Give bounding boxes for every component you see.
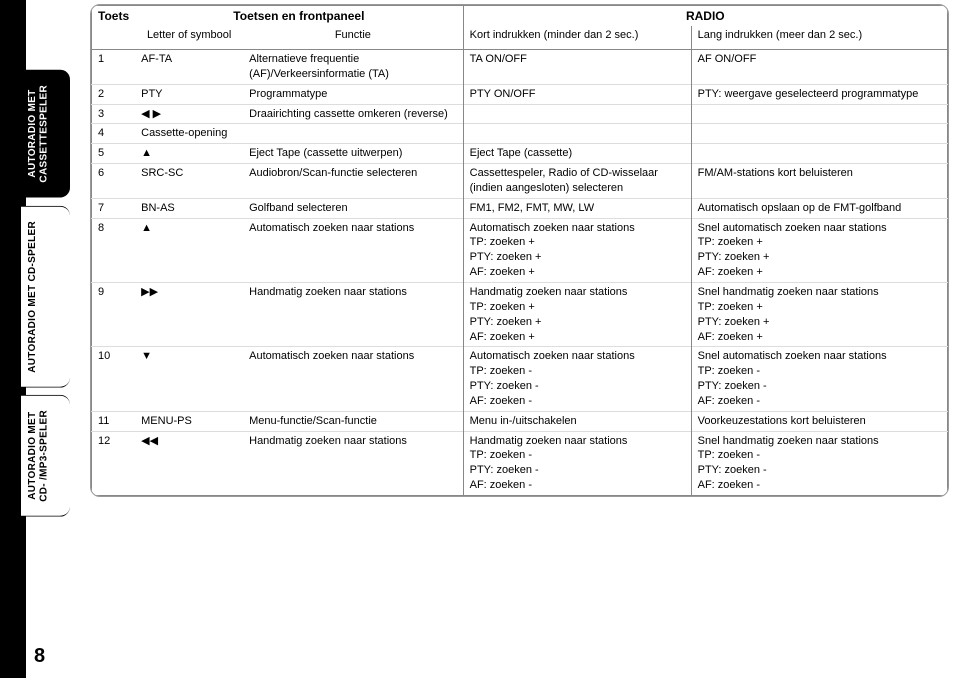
hdr-radio: RADIO	[463, 6, 947, 27]
row-symbol: ▲	[135, 144, 243, 164]
row-number: 9	[92, 283, 136, 347]
row-number: 10	[92, 347, 136, 411]
row-function: Handmatig zoeken naar stations	[243, 283, 463, 347]
row-long-press: PTY: weergave geselecteerd programmatype	[691, 84, 947, 104]
row-function	[243, 124, 463, 144]
row-symbol: PTY	[135, 84, 243, 104]
row-function: Automatisch zoeken naar stations	[243, 218, 463, 282]
row-function: Automatisch zoeken naar stations	[243, 347, 463, 411]
row-function: Draairichting cassette omkeren (reverse)	[243, 104, 463, 124]
table-row: 9▶▶Handmatig zoeken naar stationsHandmat…	[92, 283, 948, 347]
row-long-press: AF ON/OFF	[691, 50, 947, 85]
row-long-press: Snel handmatig zoeken naar stations TP: …	[691, 283, 947, 347]
row-function: Menu-functie/Scan-functie	[243, 411, 463, 431]
page: AUTORADIO MET CASSETTESPELER AUTORADIO M…	[0, 0, 959, 678]
function-table: Toets Toetsen en frontpaneel RADIO Lette…	[91, 5, 948, 496]
table-row: 7BN-ASGolfband selecterenFM1, FM2, FMT, …	[92, 198, 948, 218]
row-long-press	[691, 144, 947, 164]
side-tabs: AUTORADIO MET CASSETTESPELER AUTORADIO M…	[20, 70, 70, 517]
row-symbol: AF-TA	[135, 50, 243, 85]
table-body: 1AF-TAAlternatieve frequentie (AF)/Verke…	[92, 50, 948, 496]
row-function: Handmatig zoeken naar stations	[243, 431, 463, 495]
row-long-press: Snel automatisch zoeken naar stations TP…	[691, 347, 947, 411]
row-short-press	[463, 104, 691, 124]
row-long-press	[691, 124, 947, 144]
row-symbol: ▼	[135, 347, 243, 411]
side-tab-cd-mp3: AUTORADIO MET CD- /MP3-SPELER	[20, 395, 70, 517]
row-short-press: FM1, FM2, FMT, MW, LW	[463, 198, 691, 218]
row-long-press: FM/AM-stations kort beluisteren	[691, 164, 947, 199]
page-number: 8	[34, 645, 45, 668]
table-row: 4Cassette-opening	[92, 124, 948, 144]
row-symbol: Cassette-opening	[135, 124, 243, 144]
row-short-press: Handmatig zoeken naar stations TP: zoeke…	[463, 431, 691, 495]
row-short-press: Automatisch zoeken naar stations TP: zoe…	[463, 218, 691, 282]
row-symbol: SRC-SC	[135, 164, 243, 199]
hdr-kort: Kort indrukken (minder dan 2 sec.)	[463, 26, 691, 49]
row-number: 2	[92, 84, 136, 104]
row-number: 12	[92, 431, 136, 495]
row-long-press: Snel automatisch zoeken naar stations TP…	[691, 218, 947, 282]
table-row: 12◀◀Handmatig zoeken naar stationsHandma…	[92, 431, 948, 495]
hdr-lang: Lang indrukken (meer dan 2 sec.)	[691, 26, 947, 49]
table-row: 10▼Automatisch zoeken naar stationsAutom…	[92, 347, 948, 411]
row-short-press: Cassettespeler, Radio of CD-wisselaar (i…	[463, 164, 691, 199]
row-short-press: Automatisch zoeken naar stations TP: zoe…	[463, 347, 691, 411]
hdr-toetsen-frontpaneel: Toetsen en frontpaneel	[135, 6, 463, 27]
table-wrap: Toets Toetsen en frontpaneel RADIO Lette…	[90, 4, 949, 497]
row-long-press: Snel handmatig zoeken naar stations TP: …	[691, 431, 947, 495]
row-short-press: Eject Tape (cassette)	[463, 144, 691, 164]
row-function: Eject Tape (cassette uitwerpen)	[243, 144, 463, 164]
hdr-functie: Functie	[243, 26, 463, 49]
side-tab-cd: AUTORADIO MET CD-SPELER	[20, 206, 70, 388]
row-symbol: ◀◀	[135, 431, 243, 495]
row-number: 8	[92, 218, 136, 282]
table-row: 8▲Automatisch zoeken naar stationsAutoma…	[92, 218, 948, 282]
row-symbol: ▶▶	[135, 283, 243, 347]
content: Toets Toetsen en frontpaneel RADIO Lette…	[90, 4, 949, 656]
row-number: 11	[92, 411, 136, 431]
row-number: 4	[92, 124, 136, 144]
hdr-toets: Toets	[92, 6, 136, 27]
row-function: Audiobron/Scan-functie selecteren	[243, 164, 463, 199]
row-symbol: ▲	[135, 218, 243, 282]
row-function: Alternatieve frequentie (AF)/Verkeersinf…	[243, 50, 463, 85]
row-short-press: Handmatig zoeken naar stations TP: zoeke…	[463, 283, 691, 347]
row-symbol: BN-AS	[135, 198, 243, 218]
table-row: 2PTYProgrammatypePTY ON/OFFPTY: weergave…	[92, 84, 948, 104]
side-tab-cassette: AUTORADIO MET CASSETTESPELER	[20, 70, 70, 198]
row-symbol: ◀ ▶	[135, 104, 243, 124]
row-number: 3	[92, 104, 136, 124]
row-number: 1	[92, 50, 136, 85]
row-symbol: MENU-PS	[135, 411, 243, 431]
hdr-letter-symbool: Letter of symbool	[135, 26, 243, 49]
row-short-press: PTY ON/OFF	[463, 84, 691, 104]
row-short-press	[463, 124, 691, 144]
row-short-press: Menu in-/uitschakelen	[463, 411, 691, 431]
row-long-press	[691, 104, 947, 124]
row-number: 6	[92, 164, 136, 199]
row-number: 7	[92, 198, 136, 218]
row-long-press: Voorkeuzestations kort beluisteren	[691, 411, 947, 431]
row-long-press: Automatisch opslaan op de FMT-golfband	[691, 198, 947, 218]
row-number: 5	[92, 144, 136, 164]
table-row: 6SRC-SCAudiobron/Scan-functie selecteren…	[92, 164, 948, 199]
table-row: 5▲Eject Tape (cassette uitwerpen)Eject T…	[92, 144, 948, 164]
row-function: Golfband selecteren	[243, 198, 463, 218]
row-short-press: TA ON/OFF	[463, 50, 691, 85]
hdr-blank	[92, 26, 136, 49]
table-row: 11MENU-PSMenu-functie/Scan-functieMenu i…	[92, 411, 948, 431]
row-function: Programmatype	[243, 84, 463, 104]
table-row: 3◀ ▶Draairichting cassette omkeren (reve…	[92, 104, 948, 124]
table-row: 1AF-TAAlternatieve frequentie (AF)/Verke…	[92, 50, 948, 85]
